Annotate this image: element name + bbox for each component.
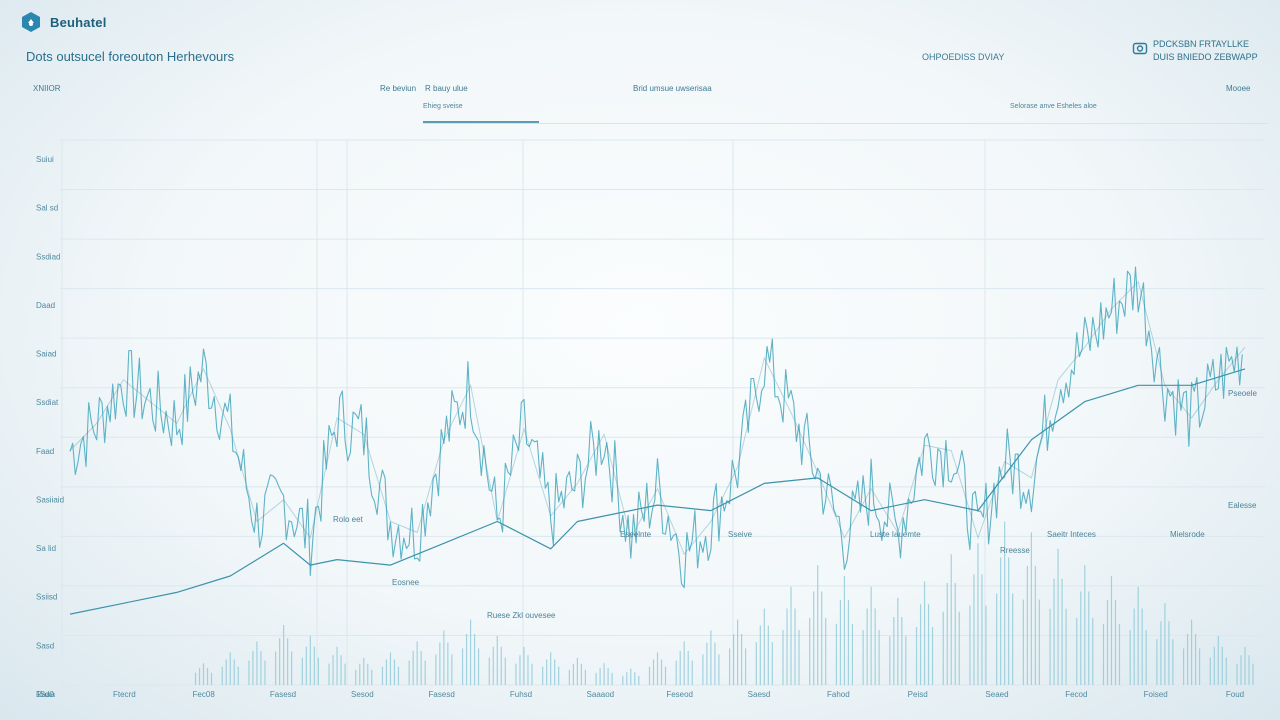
annotation-label: Ruese Zkl ouvesee: [487, 611, 556, 620]
y-tick-label: Faad: [36, 447, 54, 456]
active-tab-indicator: [423, 121, 539, 123]
y-tick-label: Raaa: [36, 690, 56, 699]
header-divider: [423, 123, 1268, 124]
x-tick-label: Fahod: [827, 690, 850, 699]
bar-series: [194, 521, 1254, 685]
annotation-label: Luste Iauemte: [870, 530, 921, 539]
toolbar-item-0[interactable]: XNIIOR: [33, 84, 61, 93]
header-right-line-1: PDCKSBN FRTAYLLKE: [1153, 39, 1250, 49]
x-axis-ticks: 15d0 Ftecrd Fec08 Fasesd Sesod Fasesd Fuhsd Saa…: [36, 690, 1244, 699]
series-line-primary-trend: [69, 280, 1246, 556]
x-tick-label: Seaed: [985, 690, 1008, 699]
x-tick-label: Peisd: [908, 690, 928, 699]
y-tick-label: Saiad: [36, 350, 56, 359]
x-tick-label: Fec08: [193, 690, 216, 699]
header-right-block: PDCKSBN FRTAYLLKE DUIS BNIEDO ZEBWAPP: [1132, 38, 1258, 64]
annotation-label: Rolo eet: [333, 515, 364, 524]
x-tick-label: 15d0: [36, 690, 54, 699]
y-tick-label: Sal sd: [36, 204, 58, 213]
brand-logo[interactable]: Beuhatel: [20, 11, 107, 33]
annotation-label: Sseive: [728, 530, 753, 539]
y-tick-label: Sasiiaid: [36, 495, 64, 504]
header-right-line-2: DUIS BNIEDO ZEBWAPP: [1153, 52, 1258, 62]
x-tick-label: Foud: [1226, 690, 1244, 699]
x-tick-label: Foised: [1144, 690, 1168, 699]
brand-name: Beuhatel: [50, 14, 107, 30]
x-tick-label: Saesd: [748, 690, 771, 699]
camera-icon[interactable]: [1132, 40, 1148, 56]
annotation-label: Mielsrode: [1170, 530, 1205, 539]
y-tick-label: Daad: [36, 301, 55, 310]
series-line-primary: [69, 266, 1243, 589]
x-tick-label: Fecod: [1065, 690, 1087, 699]
toolbar-item-4[interactable]: Mooee: [1226, 84, 1251, 93]
y-tick-label: Sasd: [36, 641, 54, 650]
hexagon-logo-icon: [22, 12, 40, 32]
subtoolbar-item-0[interactable]: Ehieg sveise: [423, 103, 463, 110]
chart-grid: [60, 139, 1265, 686]
y-tick-label: Ssdiat: [36, 398, 59, 407]
x-tick-label: Ftecrd: [113, 690, 136, 699]
toolbar-item-1[interactable]: Re beviun: [380, 84, 417, 93]
subtoolbar-item-1[interactable]: Selorase anve Esheles aloe: [1010, 103, 1097, 110]
annotation-label: Eseelnte: [620, 530, 652, 539]
annotations: Rolo eet Eosnee Eseelnte Ruese Zkl ouvesee S…: [333, 389, 1257, 620]
y-axis-ticks: Suiui Sal sd Ssdiad Daad Saiad Ssdiat Faad Sasi…: [36, 155, 64, 699]
x-tick-label: Fasesd: [429, 690, 455, 699]
annotation-label: Eosnee: [392, 578, 420, 587]
series-line-secondary: [69, 368, 1246, 615]
y-tick-label: Sa lid: [36, 544, 56, 553]
y-tick-label: Suiui: [36, 155, 54, 164]
x-tick-label: Sesod: [351, 690, 374, 699]
header-center-label: OHPOEDISS DVIAY: [922, 52, 1005, 62]
annotation-label: Ealesse: [1228, 501, 1257, 510]
x-tick-label: Feseod: [666, 690, 693, 699]
toolbar-item-3[interactable]: Brid umsue uwserisaa: [633, 84, 712, 93]
toolbar-item-2[interactable]: R bauy ulue: [425, 84, 468, 93]
y-tick-label: Ssdiad: [36, 252, 60, 261]
x-tick-label: Fasesd: [270, 690, 296, 699]
line-series: [69, 266, 1246, 615]
annotation-label: Saeitr Inteces: [1047, 530, 1096, 539]
annotation-label: Pseoele: [1228, 389, 1257, 398]
x-tick-label: Fuhsd: [510, 690, 532, 699]
annotation-label: Rreesse: [1000, 546, 1030, 555]
y-tick-label: Ssiisd: [36, 593, 57, 602]
page-subtitle: Dots outsucel foreouton Herhevours: [26, 49, 235, 64]
x-tick-label: Saaaod: [587, 690, 615, 699]
